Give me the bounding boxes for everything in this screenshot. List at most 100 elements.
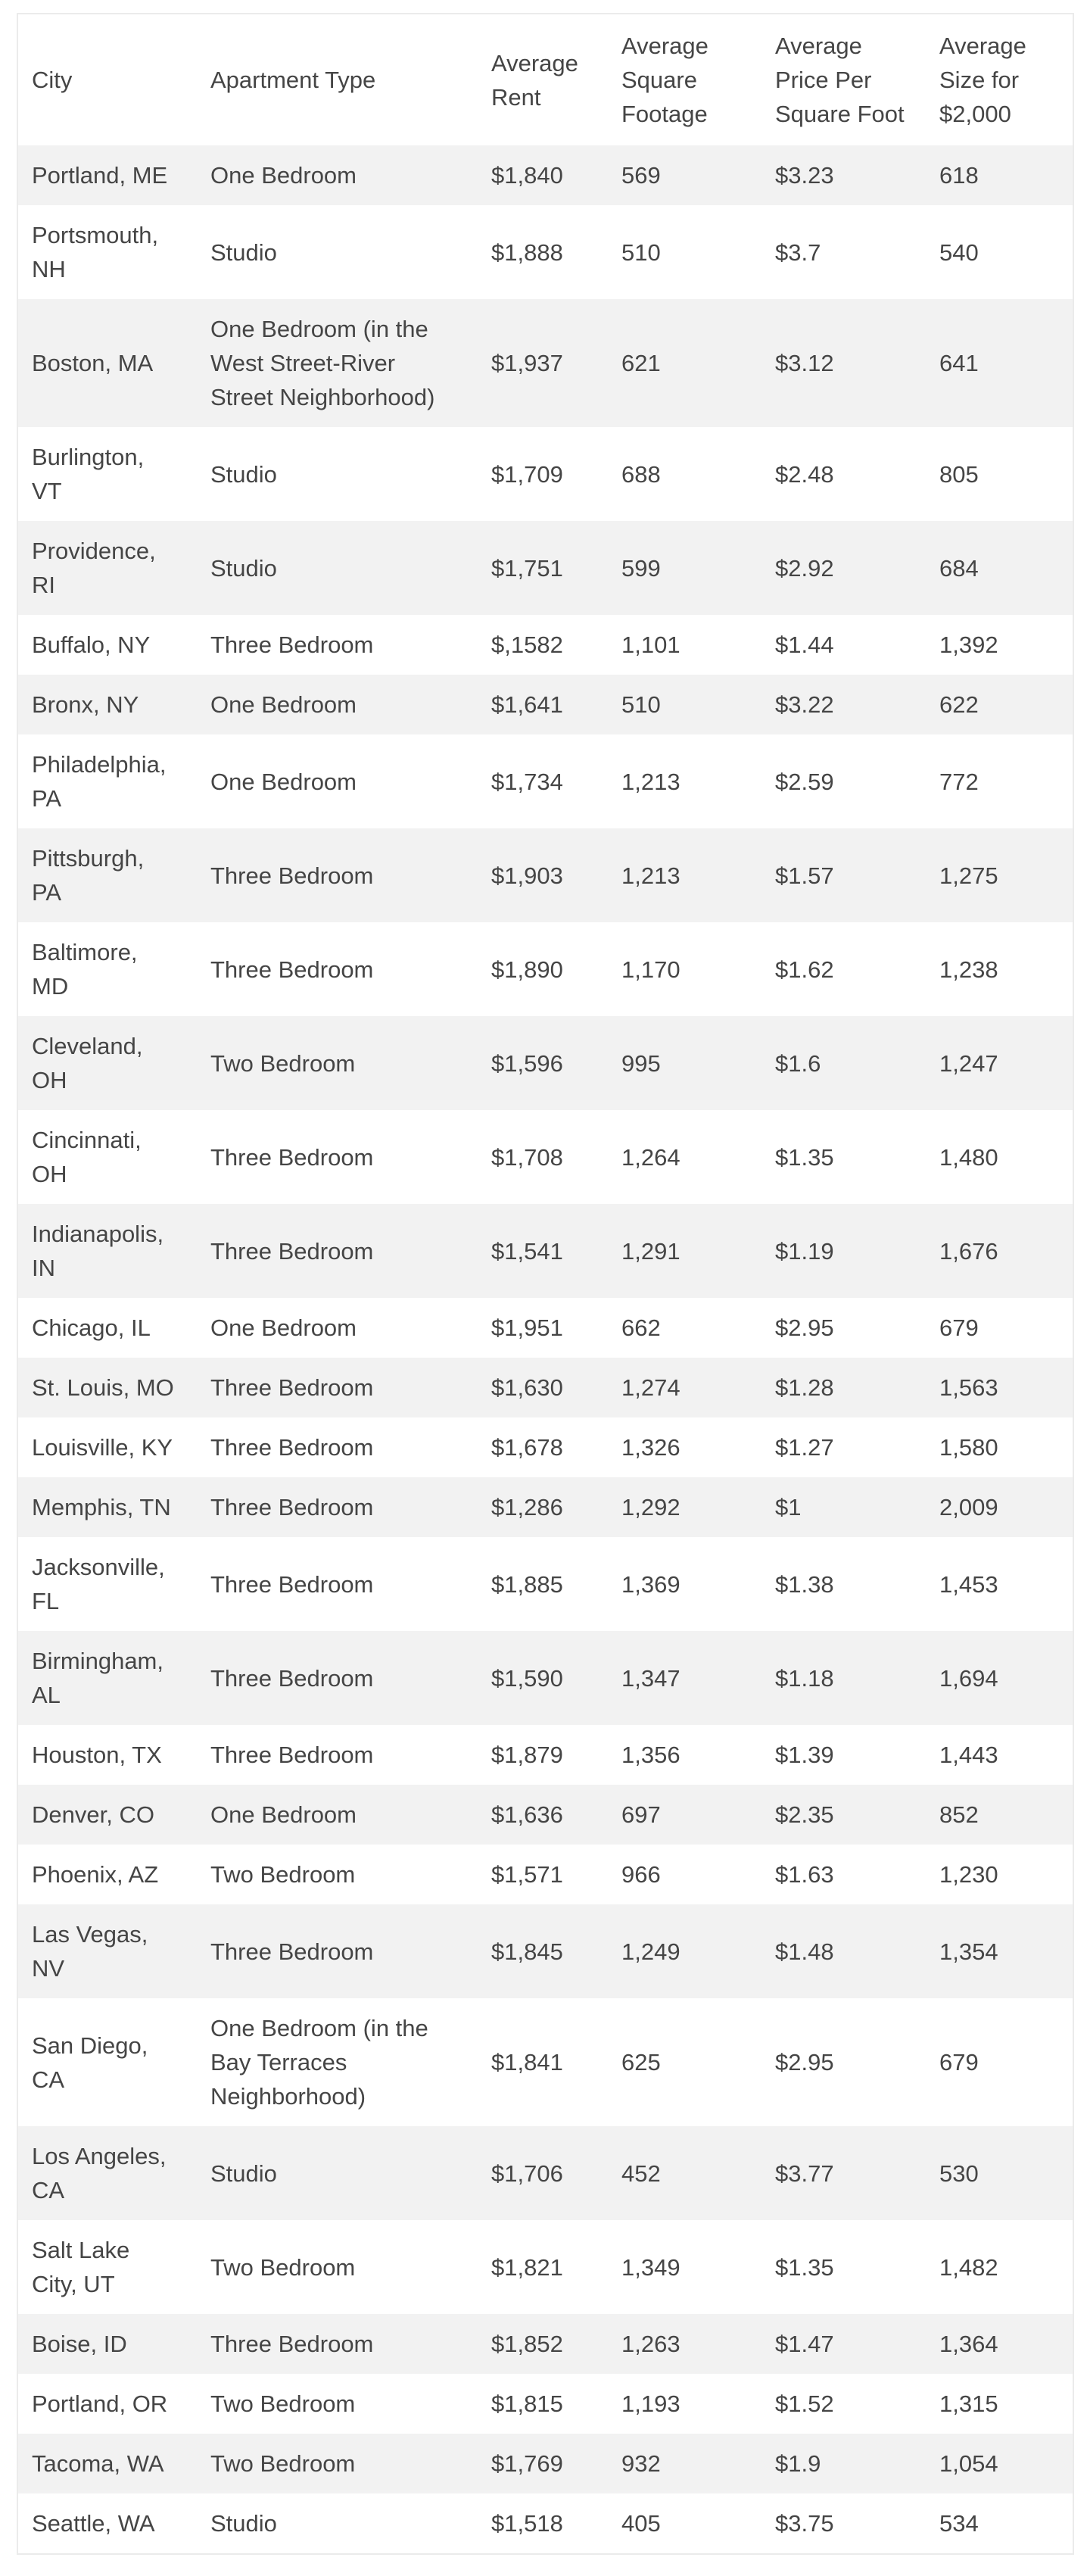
cell-average-size-for-2000: 679 <box>939 2049 979 2075</box>
cell-average-price-per-square-foot: $1.28 <box>775 1374 834 1401</box>
cell-apartment-type: Studio <box>210 554 277 582</box>
cell-average-rent: $1,678 <box>491 1434 563 1461</box>
cell-average-rent: $1,641 <box>491 691 563 718</box>
cell-average-rent: $1,596 <box>491 1049 563 1077</box>
table-row: Tacoma, WA Two Bedroom $1,769 932 $1.9 1… <box>17 2434 1073 2493</box>
table-row: Memphis, TN Three Bedroom $1,286 1,292 $… <box>17 1477 1073 1537</box>
cell-average-size-for-2000: 1,247 <box>939 1049 998 1077</box>
table-row: Jacksonville, FL Three Bedroom $1,885 1,… <box>17 1537 1073 1631</box>
cell-average-square-footage: 1,292 <box>621 1494 680 1520</box>
cell-average-price-per-square-foot: $1.9 <box>775 2450 821 2477</box>
cell-apartment-type: Three Bedroom <box>210 2331 374 2357</box>
cell-average-size-for-2000: 530 <box>939 2160 979 2187</box>
rent-comparison-table: City Apartment Type Average Rent Average… <box>17 13 1074 2555</box>
cell-apartment-type: Three Bedroom <box>210 632 374 658</box>
cell-average-rent: $1,879 <box>491 1742 563 1768</box>
cell-average-rent: $1,888 <box>491 239 563 266</box>
cell-average-price-per-square-foot: $1 <box>775 1494 802 1520</box>
cell-average-rent: $1,636 <box>491 1801 563 1828</box>
cell-average-size-for-2000: 772 <box>939 768 979 795</box>
cell-average-price-per-square-foot: $1.62 <box>775 956 834 983</box>
cell-average-rent: $1,708 <box>491 1143 563 1171</box>
cell-city: Las Vegas, NV <box>32 1921 148 1982</box>
column-header-average-price-per-square-foot: Average Price Per Square Foot <box>761 14 926 145</box>
column-header-average-size-for-2000: Average Size for $2,000 <box>926 14 1073 145</box>
cell-average-rent: $1,890 <box>491 956 563 983</box>
cell-average-size-for-2000: 1,676 <box>939 1237 998 1265</box>
cell-average-size-for-2000: 1,238 <box>939 956 998 983</box>
cell-average-square-footage: 1,263 <box>621 2331 680 2357</box>
cell-city: Cincinnati, OH <box>32 1127 142 1187</box>
cell-average-rent: $1,709 <box>491 460 563 488</box>
cell-apartment-type: Three Bedroom <box>210 1570 374 1598</box>
cell-average-square-footage: 1,193 <box>621 2390 680 2417</box>
cell-city: Bronx, NY <box>32 691 139 718</box>
cell-average-square-footage: 405 <box>621 2510 661 2537</box>
cell-average-price-per-square-foot: $3.77 <box>775 2160 834 2187</box>
cell-average-square-footage: 1,249 <box>621 1938 680 1965</box>
cell-average-square-footage: 1,170 <box>621 956 680 983</box>
cell-apartment-type: Three Bedroom <box>210 1938 374 1965</box>
cell-average-rent: $1,630 <box>491 1374 563 1401</box>
cell-city: Jacksonville, FL <box>32 1554 165 1614</box>
cell-average-size-for-2000: 1,580 <box>939 1434 998 1461</box>
cell-average-rent: $1,734 <box>491 768 563 795</box>
table-row: Los Angeles, CA Studio $1,706 452 $3.77 … <box>17 2126 1073 2220</box>
cell-apartment-type: One Bedroom (in the Bay Terraces Neighbo… <box>210 2015 428 2110</box>
column-header-city: City <box>17 14 197 145</box>
cell-average-price-per-square-foot: $1.47 <box>775 2331 834 2357</box>
cell-average-square-footage: 966 <box>621 1861 661 1888</box>
cell-average-size-for-2000: 852 <box>939 1801 979 1828</box>
cell-average-square-footage: 662 <box>621 1315 661 1341</box>
cell-city: Portsmouth, NH <box>32 222 159 282</box>
cell-average-price-per-square-foot: $2.92 <box>775 554 834 582</box>
cell-average-square-footage: 932 <box>621 2450 661 2477</box>
cell-average-rent: $1,840 <box>491 162 563 189</box>
cell-apartment-type: One Bedroom <box>210 1801 357 1828</box>
cell-apartment-type: Three Bedroom <box>210 1494 374 1520</box>
cell-city: Baltimore, MD <box>32 939 138 1000</box>
cell-apartment-type: Three Bedroom <box>210 1237 374 1265</box>
cell-city: San Diego, CA <box>32 2032 148 2093</box>
cell-average-price-per-square-foot: $3.23 <box>775 162 834 189</box>
cell-average-price-per-square-foot: $3.12 <box>775 350 834 376</box>
cell-average-rent: $1,821 <box>491 2253 563 2281</box>
table-row: Portsmouth, NH Studio $1,888 510 $3.7 54… <box>17 205 1073 299</box>
cell-average-size-for-2000: 1,364 <box>939 2331 998 2357</box>
cell-average-size-for-2000: 622 <box>939 691 979 718</box>
cell-average-rent: $1,286 <box>491 1494 563 1520</box>
cell-average-square-footage: 1,369 <box>621 1570 680 1598</box>
cell-average-price-per-square-foot: $1.27 <box>775 1434 834 1461</box>
table-header: City Apartment Type Average Rent Average… <box>17 14 1073 145</box>
table-row: Boston, MA One Bedroom (in the West Stre… <box>17 299 1073 427</box>
cell-average-rent: $1,937 <box>491 350 563 376</box>
table-row: Houston, TX Three Bedroom $1,879 1,356 $… <box>17 1725 1073 1785</box>
cell-average-size-for-2000: 2,009 <box>939 1494 998 1520</box>
table-body: Portland, ME One Bedroom $1,840 569 $3.2… <box>17 145 1073 2554</box>
table-row: Boise, ID Three Bedroom $1,852 1,263 $1.… <box>17 2314 1073 2374</box>
table-row: Seattle, WA Studio $1,518 405 $3.75 534 <box>17 2493 1073 2554</box>
cell-average-square-footage: 569 <box>621 162 661 189</box>
cell-average-square-footage: 1,356 <box>621 1742 680 1768</box>
cell-average-price-per-square-foot: $2.35 <box>775 1801 834 1828</box>
cell-average-price-per-square-foot: $2.59 <box>775 768 834 795</box>
table-row: Salt Lake City, UT Two Bedroom $1,821 1,… <box>17 2220 1073 2314</box>
cell-apartment-type: Two Bedroom <box>210 1049 356 1077</box>
table-row: Indianapolis, IN Three Bedroom $1,541 1,… <box>17 1204 1073 1298</box>
cell-average-price-per-square-foot: $3.75 <box>775 2510 834 2537</box>
cell-apartment-type: Three Bedroom <box>210 1143 374 1171</box>
cell-apartment-type: Three Bedroom <box>210 862 374 889</box>
cell-average-size-for-2000: 1,275 <box>939 862 998 889</box>
cell-average-square-footage: 1,291 <box>621 1237 680 1265</box>
cell-average-price-per-square-foot: $2.95 <box>775 2049 834 2075</box>
cell-city: Providence, RI <box>32 538 156 598</box>
cell-city: Boston, MA <box>32 350 154 376</box>
cell-city: Pittsburgh, PA <box>32 845 145 906</box>
cell-average-rent: $1,590 <box>491 1664 563 1692</box>
cell-apartment-type: Two Bedroom <box>210 2390 356 2417</box>
cell-apartment-type: Studio <box>210 2510 277 2537</box>
cell-average-rent: $,1582 <box>491 632 563 658</box>
cell-average-rent: $1,769 <box>491 2450 563 2477</box>
cell-city: Memphis, TN <box>32 1494 171 1520</box>
cell-average-rent: $1,845 <box>491 1938 563 1965</box>
